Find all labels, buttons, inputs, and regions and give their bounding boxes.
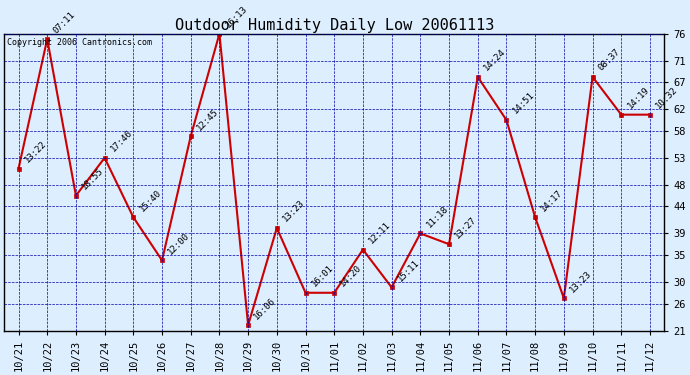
Text: 07:11: 07:11 bbox=[51, 10, 77, 35]
Text: 13:23: 13:23 bbox=[568, 268, 593, 294]
Text: 14:51: 14:51 bbox=[511, 90, 536, 116]
Text: 17:46: 17:46 bbox=[109, 128, 134, 154]
Text: 12:45: 12:45 bbox=[195, 107, 220, 132]
Text: 15:11: 15:11 bbox=[396, 258, 421, 283]
Text: Copyright 2006 Cantronics.com: Copyright 2006 Cantronics.com bbox=[8, 38, 152, 47]
Text: 08:37: 08:37 bbox=[597, 47, 622, 73]
Text: 12:00: 12:00 bbox=[166, 231, 192, 256]
Text: 16:01: 16:01 bbox=[310, 263, 335, 289]
Text: 14:20: 14:20 bbox=[338, 263, 364, 289]
Title: Outdoor Humidity Daily Low 20061113: Outdoor Humidity Daily Low 20061113 bbox=[175, 18, 494, 33]
Text: 14:24: 14:24 bbox=[482, 47, 507, 73]
Text: 13:22: 13:22 bbox=[23, 139, 48, 165]
Text: 16:13: 16:13 bbox=[224, 4, 249, 30]
Text: 11:18: 11:18 bbox=[424, 204, 450, 229]
Text: 10:32: 10:32 bbox=[654, 85, 680, 111]
Text: 13:23: 13:23 bbox=[281, 198, 306, 224]
Text: 16:06: 16:06 bbox=[253, 296, 277, 321]
Text: 14:17: 14:17 bbox=[540, 188, 564, 213]
Text: 15:40: 15:40 bbox=[137, 188, 163, 213]
Text: 18:55: 18:55 bbox=[80, 166, 106, 192]
Text: 12:11: 12:11 bbox=[367, 220, 393, 245]
Text: 13:27: 13:27 bbox=[453, 214, 479, 240]
Text: 14:19: 14:19 bbox=[625, 85, 651, 111]
